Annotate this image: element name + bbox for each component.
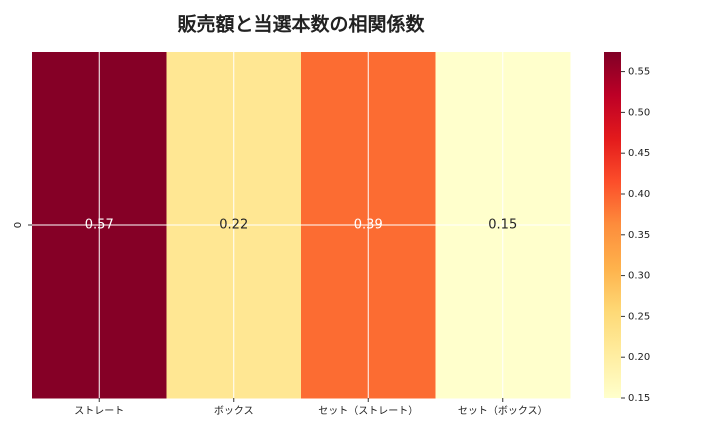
colorbar bbox=[604, 52, 621, 398]
colorbar-tick-label: 0.15 bbox=[628, 393, 650, 404]
y-tick-label: 0 bbox=[13, 222, 24, 228]
x-tick-label: ボックス bbox=[214, 405, 254, 417]
x-tick-label: ストレート bbox=[74, 406, 124, 417]
colorbar-tick-label: 0.35 bbox=[628, 230, 650, 241]
colorbar-tick-label: 0.45 bbox=[628, 148, 650, 159]
value-label: 0.39 bbox=[354, 218, 383, 233]
colorbar-tick-label: 0.25 bbox=[628, 311, 650, 322]
colorbar-tick-label: 0.30 bbox=[628, 271, 650, 282]
colorbar-tick-label: 0.50 bbox=[628, 107, 650, 118]
colorbar-tick-label: 0.55 bbox=[628, 67, 650, 78]
value-label: 0.15 bbox=[488, 218, 517, 233]
colorbar-tick-label: 0.40 bbox=[628, 189, 650, 200]
x-tick-label: セット（ストレート） bbox=[318, 405, 418, 417]
value-label: 0.57 bbox=[85, 218, 114, 233]
colorbar-tick-label: 0.20 bbox=[628, 352, 650, 363]
value-label: 0.22 bbox=[219, 218, 248, 233]
chart-title: 販売額と当選本数の相関係数 bbox=[177, 13, 425, 36]
x-tick-label: セット（ボックス） bbox=[458, 405, 548, 417]
